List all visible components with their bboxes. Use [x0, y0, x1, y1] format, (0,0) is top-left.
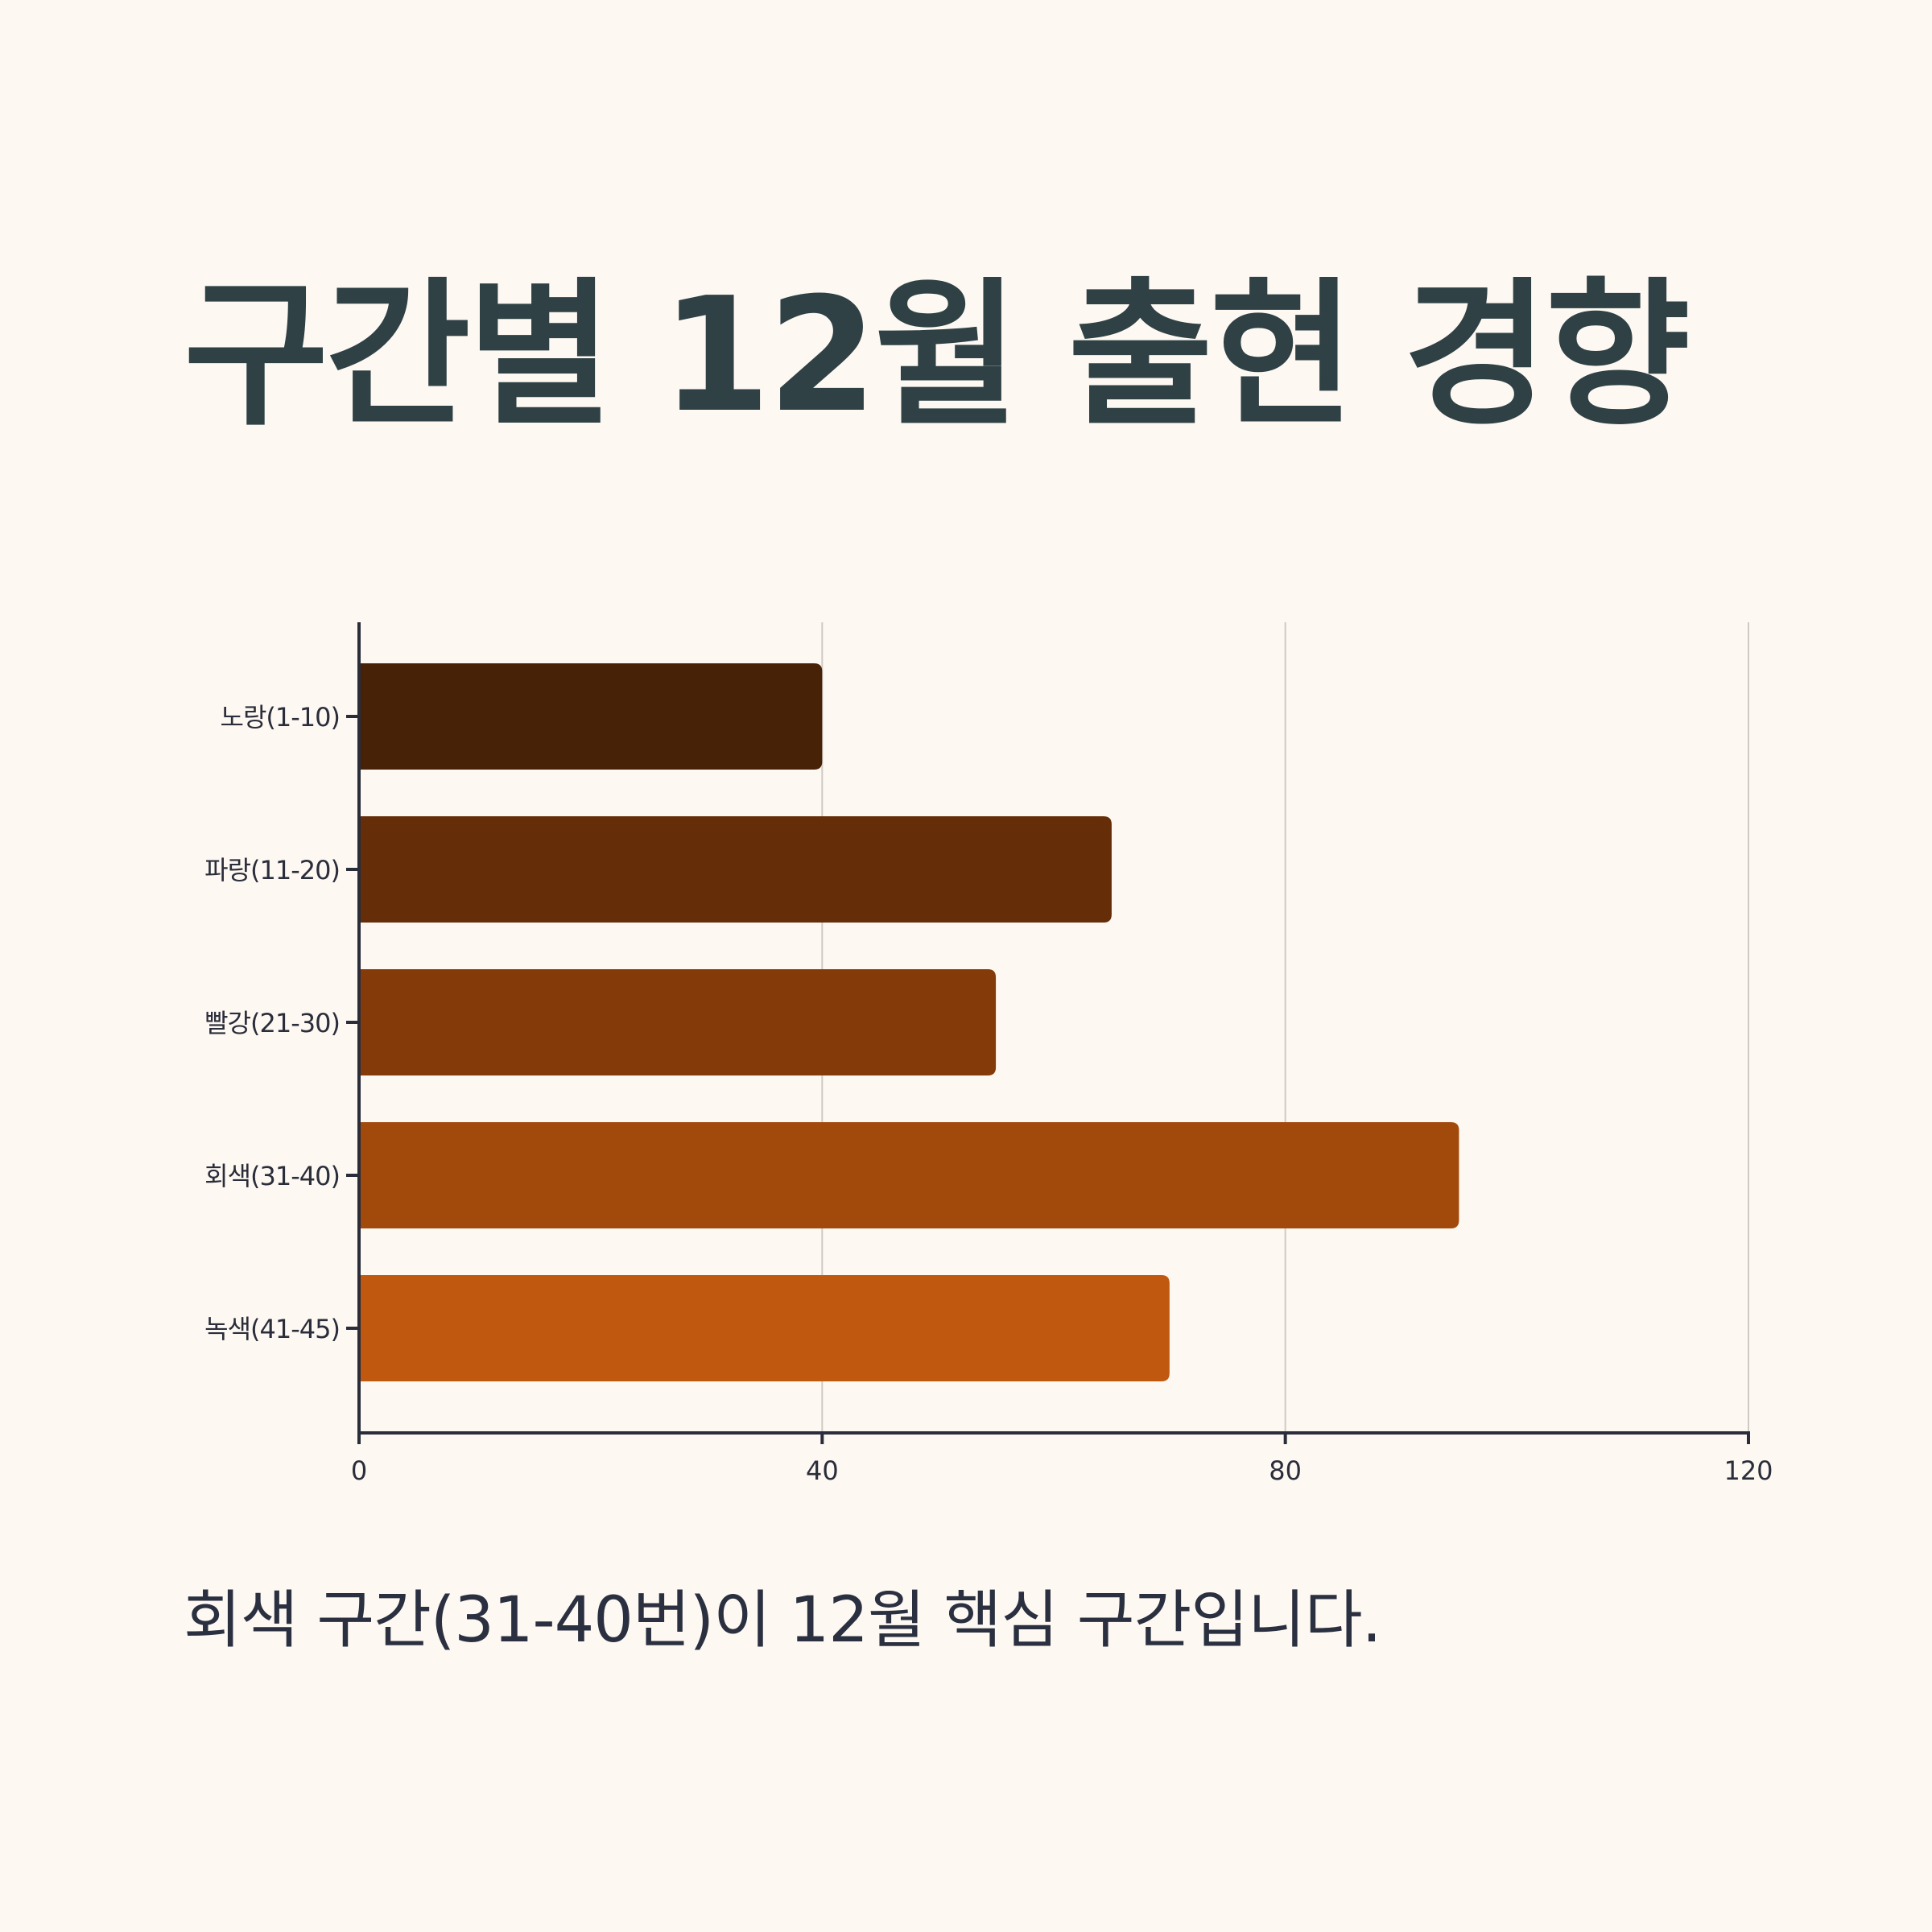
axes — [357, 622, 1750, 1435]
bar — [359, 1122, 1459, 1228]
chart-caption: 회색 구간(31-40번)이 12월 핵심 구간입니다. — [184, 1584, 1381, 1657]
y-category-label: 회색(31-40) — [204, 1161, 340, 1191]
chart-title: 구간별 12월 출현 경향 — [184, 264, 1690, 448]
axis-labels: 0 40 80 120 노랑(1-10) 파랑(11-20) 빨강(21-30) 회색(31-… — [204, 702, 1773, 1486]
x-tick-label: 40 — [806, 1455, 839, 1486]
y-category-label: 녹색(41-45) — [204, 1314, 340, 1344]
x-tick-label: 80 — [1269, 1455, 1302, 1486]
y-category-label: 노랑(1-10) — [221, 702, 340, 733]
bar — [359, 816, 1112, 923]
bar — [359, 1275, 1170, 1381]
bar — [359, 969, 997, 1075]
x-tick-label: 0 — [351, 1455, 367, 1486]
bar — [359, 663, 823, 770]
bars — [359, 663, 1459, 1381]
x-tick-label: 120 — [1724, 1455, 1773, 1486]
y-category-label: 빨강(21-30) — [204, 1008, 340, 1038]
y-category-label: 파랑(11-20) — [204, 855, 340, 886]
